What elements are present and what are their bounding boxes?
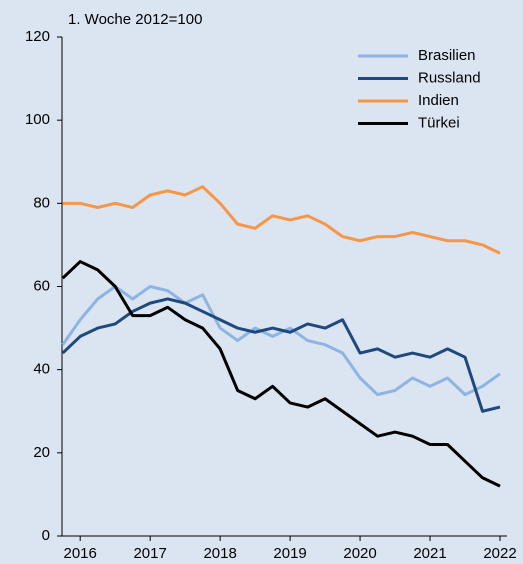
legend-label: Russland [418,69,481,86]
x-tick-label: 2019 [273,545,306,562]
line-series [61,285,501,397]
y-tick-label: 20 [33,444,50,461]
x-tick-label: 2018 [203,545,236,562]
y-tick-label: 100 [25,111,50,128]
line-series [61,297,501,413]
y-tick-label: 40 [33,361,50,378]
x-tick-label: 2022 [483,545,516,562]
legend-label: Brasilien [418,47,476,64]
y-tick-label: 120 [25,28,50,45]
y-tick-label: 60 [33,277,50,294]
line-series [62,185,501,255]
y-tick-label: 80 [33,194,50,211]
legend-label: Türkei [418,114,460,131]
x-tick-label: 2020 [343,545,376,562]
x-tick-label: 2016 [64,545,97,562]
line-series [61,260,501,488]
x-tick-label: 2021 [413,545,446,562]
y-tick-label: 0 [42,527,50,544]
annotation: 1. Woche 2012=100 [68,11,202,28]
legend-label: Indien [418,92,459,109]
x-tick-label: 2017 [133,545,166,562]
